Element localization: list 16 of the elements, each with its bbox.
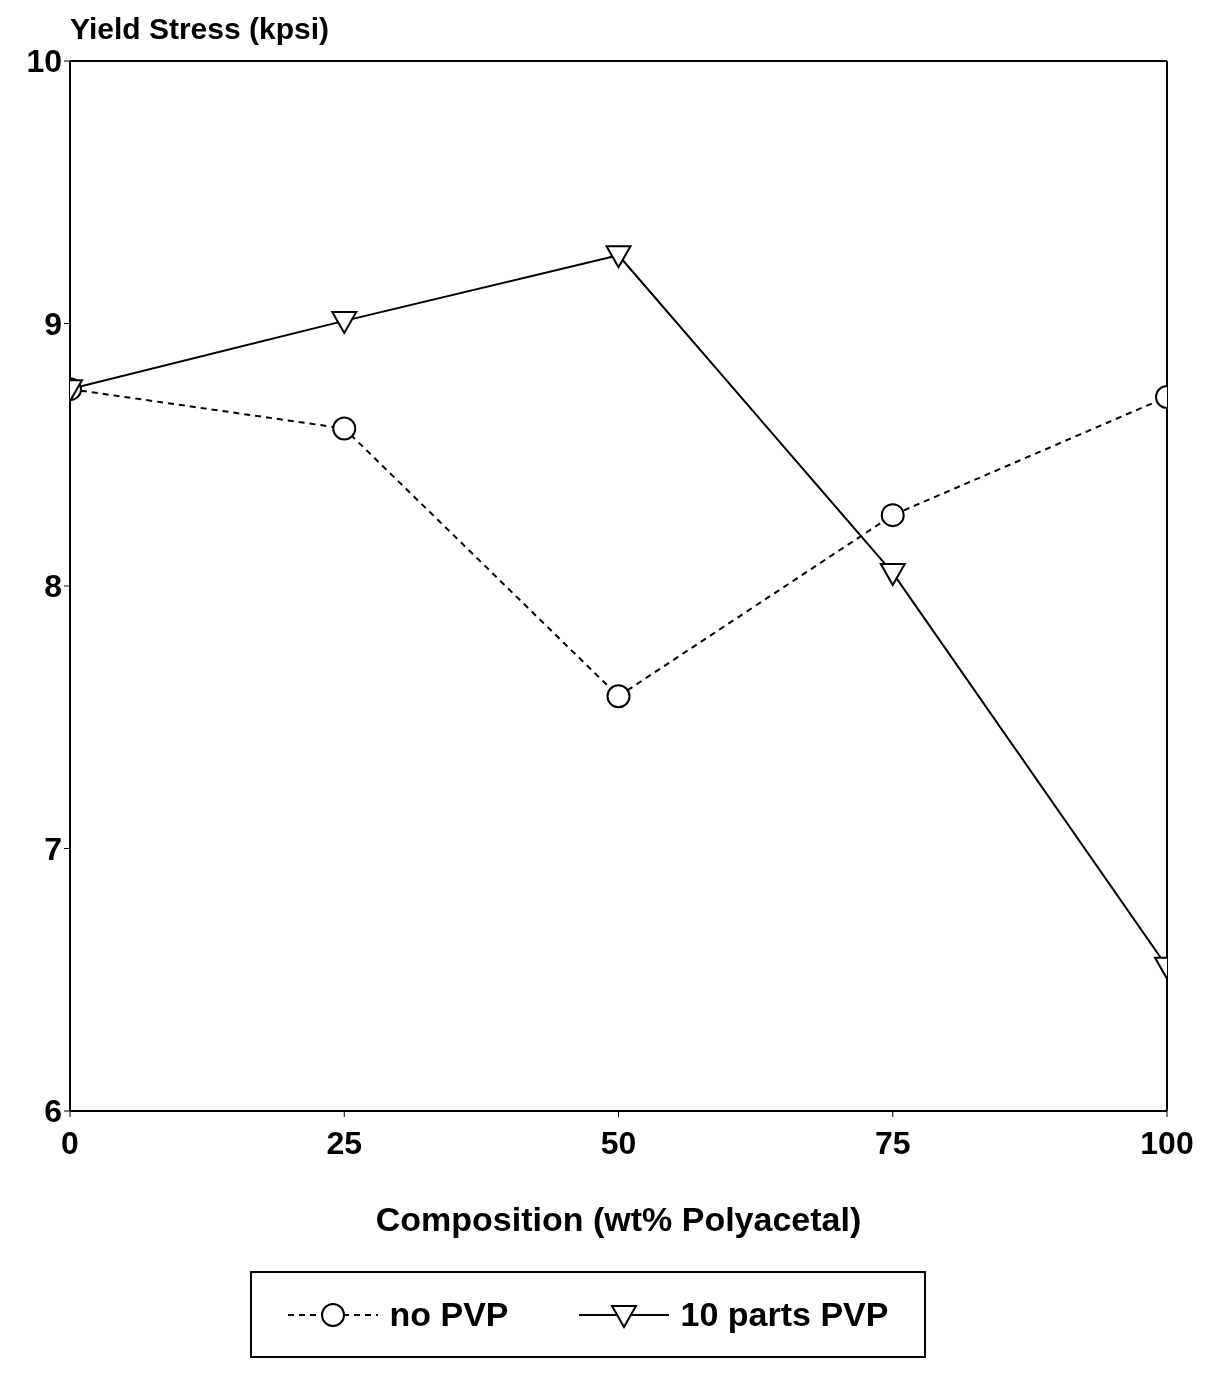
point — [605, 245, 632, 269]
x-tick-label: 25 — [326, 1124, 363, 1161]
y-tick-label: 10 — [26, 43, 62, 80]
x-tick-label: 0 — [61, 1124, 79, 1161]
x-tick-label: 75 — [874, 1124, 911, 1161]
y-tick-label: 7 — [44, 830, 62, 867]
x-tick-label: 100 — [1140, 1124, 1194, 1161]
x-axis-title: Composition (wt% Polyacetal) — [375, 1200, 862, 1238]
y-tick-label: 8 — [44, 568, 62, 605]
y-tick-label: 9 — [44, 305, 62, 342]
legend-label: 10 parts PVP — [680, 1295, 889, 1334]
point — [606, 684, 631, 709]
y-tick-label: 6 — [44, 1093, 62, 1130]
x-tick-label: 50 — [600, 1124, 637, 1161]
legend-label: no PVP — [389, 1295, 509, 1334]
y-axis-title: Yield Stress (kpsi) — [70, 12, 329, 46]
